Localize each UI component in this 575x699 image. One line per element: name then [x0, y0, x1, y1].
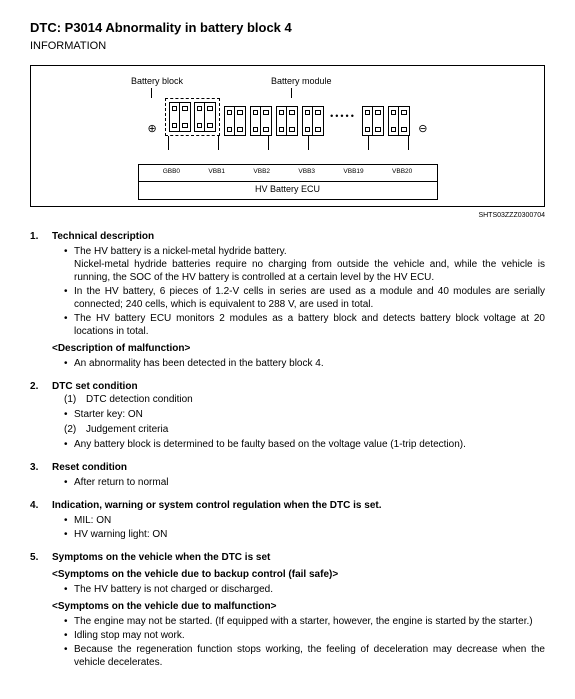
battery-module [388, 106, 410, 136]
sub-heading: <Symptoms on the vehicle due to backup c… [52, 568, 545, 581]
pin-label: VBB19 [343, 168, 363, 176]
section-3: Reset condition After return to normal [30, 461, 545, 489]
bullet: The HV battery is a nickel-metal hydride… [64, 245, 545, 284]
bullet: Starter key: ON [64, 408, 545, 421]
battery-module [169, 102, 191, 132]
bullet: The HV battery is not charged or dischar… [64, 583, 545, 596]
subitem: (2)Judgement criteria [52, 423, 545, 436]
wires [138, 136, 438, 150]
diagram: Battery block Battery module ⊕ ••••• ⊖ G… [30, 65, 545, 207]
subitem: (1)DTC detection condition [52, 393, 545, 406]
section-5: Symptoms on the vehicle when the DTC is … [30, 551, 545, 669]
bullet: HV warning light: ON [64, 528, 545, 541]
battery-module [250, 106, 272, 136]
section-title: Technical description [52, 230, 545, 243]
pin-label: VBB2 [253, 168, 270, 176]
label-battery-module: Battery module [271, 76, 332, 88]
battery-module [302, 106, 324, 136]
page-title: DTC: P3014 Abnormality in battery block … [30, 20, 545, 37]
bullet: MIL: ON [64, 514, 545, 527]
ecu-box: GBB0 VBB1 VBB2 VBB3 VBB19 VBB20 HV Batte… [138, 164, 438, 200]
terminal-plus: ⊕ [143, 122, 161, 136]
content-list: Technical description The HV battery is … [30, 230, 545, 669]
section-4: Indication, warning or system control re… [30, 499, 545, 541]
battery-module [276, 106, 298, 136]
pin-label: VBB20 [392, 168, 412, 176]
ecu-label: HV Battery ECU [139, 181, 437, 200]
ellipsis: ••••• [328, 111, 358, 123]
bullet: In the HV battery, 6 pieces of 1.2-V cel… [64, 285, 545, 311]
modules-row: ⊕ ••••• ⊖ [51, 98, 524, 136]
figure-reference: SHTS03ZZZ0300704 [30, 211, 545, 220]
bullet: The engine may not be started. (If equip… [64, 615, 545, 628]
section-1: Technical description The HV battery is … [30, 230, 545, 370]
bullet: Any battery block is determined to be fa… [64, 438, 545, 451]
terminal-minus: ⊖ [414, 122, 432, 136]
label-battery-block: Battery block [131, 76, 183, 88]
pin-label: VBB3 [298, 168, 315, 176]
pin-label: VBB1 [208, 168, 225, 176]
battery-block-group [165, 98, 220, 136]
battery-module [362, 106, 384, 136]
bullet: An abnormality has been detected in the … [64, 357, 545, 370]
battery-module [224, 106, 246, 136]
sub-heading: <Symptoms on the vehicle due to malfunct… [52, 600, 545, 613]
section-title: Indication, warning or system control re… [52, 499, 545, 512]
section-title: Symptoms on the vehicle when the DTC is … [52, 551, 545, 564]
section-title: DTC set condition [52, 380, 545, 393]
bullet: After return to normal [64, 476, 545, 489]
section-2: DTC set condition (1)DTC detection condi… [30, 380, 545, 451]
pin-label: GBB0 [163, 168, 180, 176]
bullet: Idling stop may not work. [64, 629, 545, 642]
section-title: Reset condition [52, 461, 545, 474]
battery-module [194, 102, 216, 132]
page-subtitle: INFORMATION [30, 39, 545, 53]
bullet: Because the regeneration function stops … [64, 643, 545, 669]
bullet: The HV battery ECU monitors 2 modules as… [64, 312, 545, 338]
sub-heading: <Description of malfunction> [52, 342, 545, 355]
